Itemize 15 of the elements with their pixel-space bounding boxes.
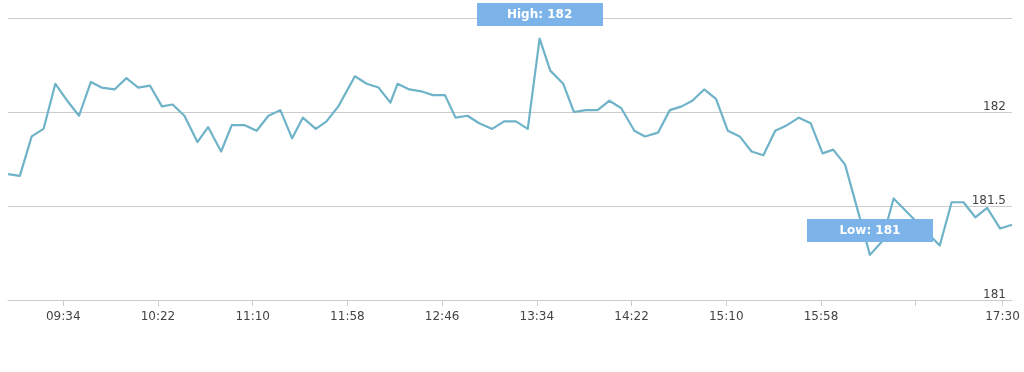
x-tick-label: 13:34 [519,309,555,323]
y-tick-label: 181 [983,287,1006,301]
x-tick-label: 11:58 [330,309,365,323]
x-tick-label: 11:10 [235,309,270,323]
x-tick-label: 17:30 [985,309,1020,323]
x-tick-label: 12:46 [424,309,460,323]
x-tick-label: 10:22 [140,309,176,323]
x-tick-label: 09:34 [45,309,81,323]
x-tick-label: 15:58 [803,309,839,323]
x-tick-label: 14:22 [614,309,649,323]
callout-box: High: 182 [476,2,603,26]
callout-box: Low: 181 [806,218,933,242]
y-tick-label: 182 [983,99,1006,113]
x-tick-label: 15:10 [708,309,744,323]
y-tick-label: 181.5 [971,193,1006,207]
